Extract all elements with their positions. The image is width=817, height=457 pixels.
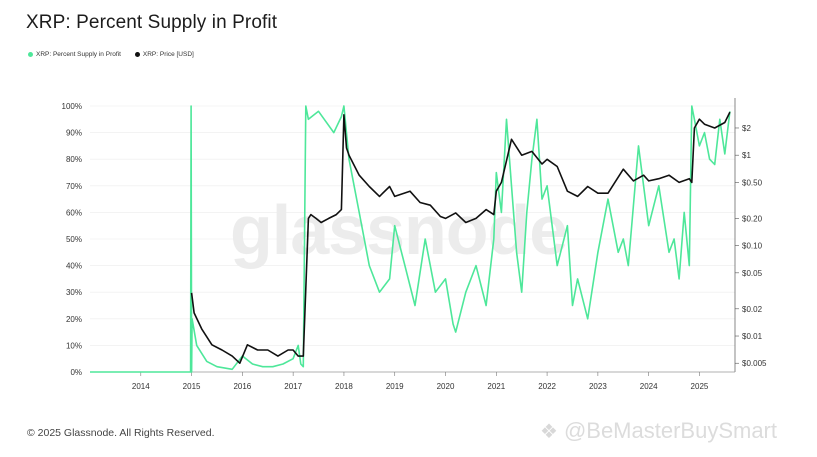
y-tick-label-right: $0.50 xyxy=(742,178,763,187)
brand-watermark: ❖ @BeMasterBuySmart xyxy=(540,418,777,444)
x-tick-label: 2021 xyxy=(487,382,505,391)
series-line-price-usd xyxy=(190,111,731,364)
x-tick-label: 2015 xyxy=(183,382,201,391)
y-tick-label-left: 60% xyxy=(66,208,82,217)
y-tick-label-left: 20% xyxy=(66,315,82,324)
y-tick-label-left: 100% xyxy=(62,102,82,111)
y-tick-label-left: 70% xyxy=(66,182,82,191)
x-tick-label: 2022 xyxy=(538,382,556,391)
brand-text: @BeMasterBuySmart xyxy=(563,418,777,443)
legend-label-price: XRP: Price [USD] xyxy=(142,51,194,58)
x-tick-label: 2017 xyxy=(284,382,302,391)
legend-item-price[interactable]: XRP: Price [USD] xyxy=(134,51,194,58)
x-tick-label: 2025 xyxy=(691,382,709,391)
y-tick-label-left: 30% xyxy=(66,288,82,297)
x-tick-label: 2023 xyxy=(589,382,607,391)
y-tick-label-left: 80% xyxy=(66,155,82,164)
y-tick-label-left: 90% xyxy=(66,129,82,138)
copyright-footer: © 2025 Glassnode. All Rights Reserved. xyxy=(27,427,215,439)
watermark: glassnode xyxy=(230,191,568,269)
y-tick-label-right: $0.01 xyxy=(742,332,763,341)
x-tick-label: 2020 xyxy=(437,382,455,391)
y-tick-label-right: $0.005 xyxy=(742,359,767,368)
series-line-supply-in-profit xyxy=(90,105,731,373)
y-tick-label-right: $0.20 xyxy=(742,214,763,223)
y-tick-label-left: 40% xyxy=(66,262,82,271)
y-tick-label-right: $0.05 xyxy=(742,269,763,278)
binance-diamond-icon: ❖ xyxy=(540,420,558,443)
x-tick-label: 2016 xyxy=(233,382,251,391)
chart-title: XRP: Percent Supply in Profit xyxy=(26,12,278,33)
y-tick-label-left: 50% xyxy=(66,235,82,244)
x-tick-label: 2014 xyxy=(132,382,150,391)
y-tick-label-left: 10% xyxy=(66,341,82,350)
y-tick-label-right: $0.02 xyxy=(742,305,763,314)
y-tick-label-right: $2 xyxy=(742,124,751,133)
y-tick-label-right: $1 xyxy=(742,151,751,160)
legend: XRP: Percent Supply in Profit XRP: Price… xyxy=(28,51,194,58)
x-tick-label: 2024 xyxy=(640,382,658,391)
legend-swatch-supply xyxy=(28,52,33,57)
legend-label-supply: XRP: Percent Supply in Profit xyxy=(36,51,121,58)
legend-swatch-price xyxy=(134,52,140,57)
legend-item-supply[interactable]: XRP: Percent Supply in Profit xyxy=(28,51,121,58)
y-tick-label-right: $0.10 xyxy=(742,242,763,251)
y-tick-label-left: 0% xyxy=(70,368,82,377)
x-tick-label: 2018 xyxy=(335,382,353,391)
x-tick-label: 2019 xyxy=(386,382,404,391)
